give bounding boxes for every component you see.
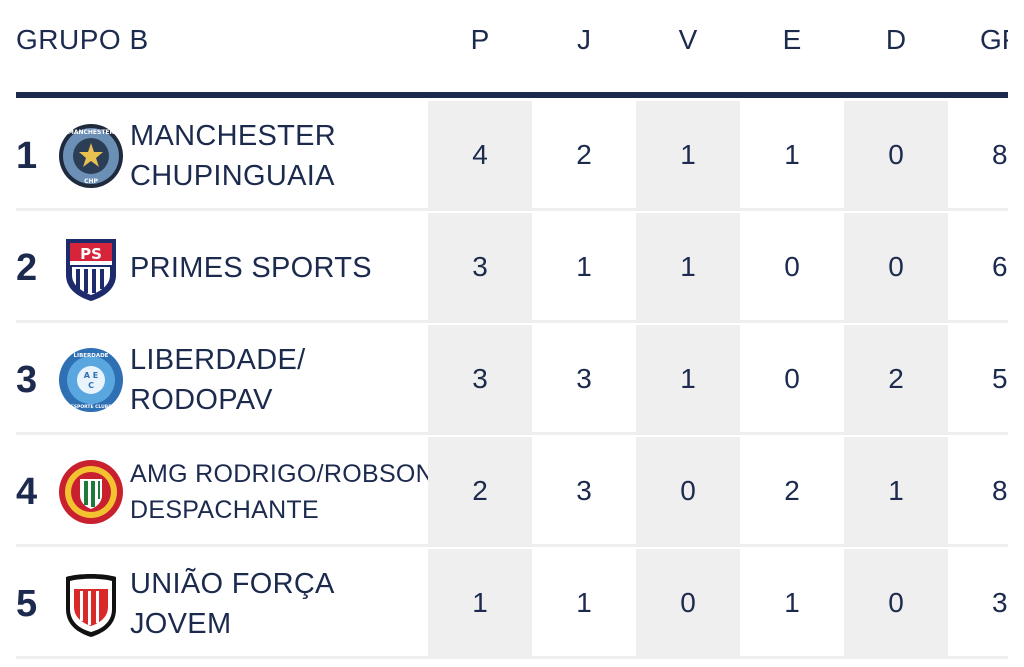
- col-header-p[interactable]: P: [470, 24, 490, 55]
- table-row[interactable]: 4 AMG RODRIGO/ROBSON DESPACHANTE 2 3 0 2…: [16, 437, 1008, 547]
- col-header-j[interactable]: J: [577, 24, 591, 55]
- table-row[interactable]: 2 PS PRIMES SPORTS 3 1 1 0 0 6: [16, 213, 1008, 323]
- stat-p: 2: [428, 437, 532, 544]
- logo-sub: ESPORTE CLUBE: [71, 404, 112, 410]
- liberdade-crest-icon: A E C LIBERDADE ESPORTE CLUBE: [59, 348, 123, 412]
- logo-text: MANCHESTER: [68, 129, 115, 136]
- team-name[interactable]: PRIMES SPORTS: [130, 213, 440, 323]
- uniao-forca-shield-icon: [66, 574, 116, 637]
- team-name[interactable]: AMG RODRIGO/ROBSON DESPACHANTE: [130, 437, 440, 547]
- logo-text: PS: [80, 245, 102, 263]
- stat-e: 1: [784, 139, 800, 170]
- stat-gp: 8: [992, 475, 1008, 506]
- team-name-line2: DESPACHANTE: [130, 496, 319, 524]
- stat-j: 1: [576, 587, 592, 618]
- team-name-line1: MANCHESTER: [130, 120, 337, 152]
- row-divider: [16, 208, 1008, 211]
- stat-v: 0: [636, 437, 740, 544]
- manchester-crest-icon: MANCHESTER CHP: [59, 124, 123, 188]
- team-name[interactable]: MANCHESTER CHUPINGUAIA: [130, 101, 440, 211]
- stat-j: 3: [576, 475, 592, 506]
- team-name-line2: RODOPAV: [130, 384, 273, 416]
- logo-sub: CHP: [84, 178, 98, 185]
- stat-v: 0: [636, 549, 740, 656]
- row-divider: [16, 320, 1008, 323]
- svg-text:C: C: [88, 381, 94, 390]
- rank-number: 3: [16, 359, 38, 401]
- stat-j: 3: [576, 363, 592, 394]
- stat-p: 1: [428, 549, 532, 656]
- col-header-v[interactable]: V: [678, 24, 698, 55]
- team-name[interactable]: UNIÃO FORÇA JOVEM: [130, 549, 440, 659]
- stat-d: 1: [844, 437, 948, 544]
- svg-text:A E: A E: [84, 371, 98, 380]
- row-divider: [16, 544, 1008, 547]
- stat-e: 2: [784, 475, 800, 506]
- table-row[interactable]: 1 MANCHESTER CHP MANCHESTER CHUPINGUAIA …: [16, 101, 1008, 211]
- stat-d: 0: [844, 213, 948, 320]
- table-row[interactable]: 5 UNIÃO FORÇA JOVEM 1 1 0 1 0 3: [16, 549, 1008, 659]
- primes-sports-shield-icon: PS: [66, 239, 116, 301]
- team-name-line1: AMG RODRIGO/ROBSON: [130, 460, 435, 488]
- logo-text: LIBERDADE: [74, 353, 109, 359]
- rank-number: 1: [16, 135, 38, 177]
- team-name[interactable]: LIBERDADE/ RODOPAV: [130, 325, 440, 435]
- stat-v: 1: [636, 101, 740, 208]
- header-divider: [16, 92, 1008, 98]
- amg-crest-icon: [59, 460, 123, 524]
- stat-gp: 3: [992, 587, 1008, 618]
- stat-e: 1: [784, 587, 800, 618]
- stat-j: 1: [576, 251, 592, 282]
- team-name-line2: CHUPINGUAIA: [130, 160, 335, 192]
- rank-number: 5: [16, 583, 38, 625]
- stat-d: 0: [844, 549, 948, 656]
- rank-number: 2: [16, 247, 38, 289]
- stat-e: 0: [784, 251, 800, 282]
- team-name-line1: UNIÃO FORÇA: [130, 568, 335, 600]
- right-edge-clip: [1008, 0, 1024, 667]
- col-header-d[interactable]: D: [885, 24, 907, 55]
- stat-v: 1: [636, 325, 740, 432]
- team-name-line1: LIBERDADE/: [130, 344, 306, 376]
- table-header: GRUPO B P J V E D GP: [0, 0, 1024, 92]
- team-name-line1: PRIMES SPORTS: [130, 252, 372, 284]
- stat-v: 1: [636, 213, 740, 320]
- stat-p: 4: [428, 101, 532, 208]
- col-header-e[interactable]: E: [782, 24, 802, 55]
- rank-number: 4: [16, 471, 38, 513]
- row-divider: [16, 656, 1008, 659]
- stat-gp: 5: [992, 363, 1008, 394]
- stat-e: 0: [784, 363, 800, 394]
- group-title: GRUPO B: [16, 24, 149, 55]
- team-name-line2: JOVEM: [130, 608, 232, 640]
- stat-d: 2: [844, 325, 948, 432]
- stat-j: 2: [576, 139, 592, 170]
- stat-d: 0: [844, 101, 948, 208]
- stat-p: 3: [428, 325, 532, 432]
- table-row[interactable]: 3 A E C LIBERDADE ESPORTE CLUBE LIBERDAD…: [16, 325, 1008, 435]
- stat-gp: 8: [992, 139, 1008, 170]
- row-divider: [16, 432, 1008, 435]
- stat-p: 3: [428, 213, 532, 320]
- stat-gp: 6: [992, 251, 1008, 282]
